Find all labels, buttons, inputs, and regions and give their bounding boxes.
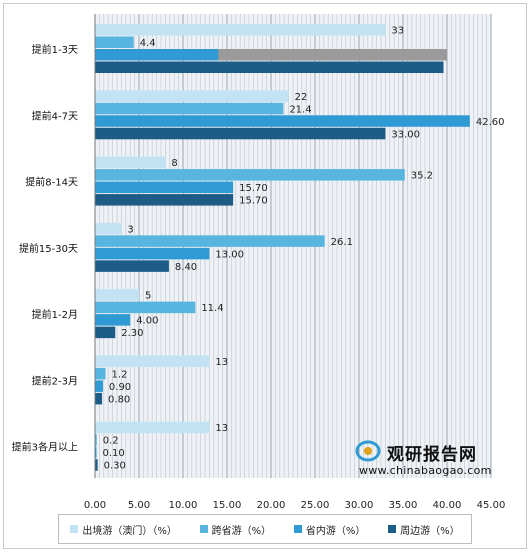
bar [95, 169, 405, 181]
data-label: 5 [145, 291, 151, 302]
legend-swatch-2 [293, 525, 302, 533]
bar [95, 102, 284, 115]
bar [95, 115, 470, 127]
data-label: 13 [215, 357, 228, 368]
bar [95, 127, 386, 140]
bar [95, 367, 106, 380]
watermark-name: 观研报告网 [387, 445, 477, 465]
bar [95, 247, 210, 260]
x-tick-label: 25.00 [301, 500, 330, 511]
watermark-logo: 观研报告网 www.chinabaogao.com [353, 440, 493, 480]
bar [95, 380, 103, 392]
legend-item-1: 跨省游（%） [199, 522, 272, 537]
data-label: 33.00 [391, 129, 420, 140]
watermark-url: www.chinabaogao.com [359, 464, 492, 477]
x-tick-label: 0.00 [84, 500, 106, 511]
data-label: 2.30 [121, 328, 143, 339]
bar [95, 314, 131, 326]
legend-label-1: 跨省游（%） [211, 525, 272, 537]
bar [95, 326, 116, 339]
x-tick-label: 40.00 [433, 500, 462, 511]
data-label: 13.00 [215, 249, 244, 260]
bar [95, 156, 166, 169]
x-tick-label: 15.00 [213, 500, 242, 511]
data-label: 0.30 [104, 461, 126, 472]
bar [95, 90, 289, 102]
bar [95, 61, 444, 73]
data-label: 42.60 [476, 117, 505, 128]
data-label: 15.70 [239, 183, 268, 194]
data-label: 35.2 [411, 171, 433, 182]
category-label: 提前15-30天 [19, 242, 78, 255]
legend: 出境游（澳门）（%） 跨省游（%） 省内游（%） 周边游（%） [58, 514, 472, 544]
bar-shadow [95, 49, 447, 61]
bar [95, 194, 234, 206]
legend-label-3: 周边游（%） [400, 525, 460, 537]
data-label: 0.90 [109, 382, 131, 393]
category-label: 提前8-14天 [25, 176, 78, 189]
legend-swatch-3 [388, 525, 397, 533]
data-label: 11.4 [201, 303, 223, 314]
x-tick-label: 10.00 [169, 500, 198, 511]
x-tick-label: 45.00 [477, 500, 506, 511]
legend-item-0: 出境游（澳门）（%） [70, 522, 177, 537]
bar [95, 459, 98, 471]
data-label: 0.10 [103, 448, 125, 459]
data-label: 0.2 [103, 436, 119, 447]
bar [95, 421, 210, 434]
data-label: 13 [215, 423, 228, 434]
logo-icon [355, 440, 381, 462]
bar [95, 434, 97, 446]
legend-swatch-0 [70, 525, 79, 533]
bar [95, 24, 386, 36]
data-label: 8 [171, 158, 177, 169]
category-label: 提前1-2月 [32, 308, 78, 321]
legend-label-2: 省内游（%） [305, 525, 366, 537]
bar [95, 289, 139, 301]
x-tick-label: 35.00 [389, 500, 418, 511]
legend-swatch-1 [199, 525, 208, 533]
data-label: 8.40 [175, 262, 197, 273]
data-label: 26.1 [331, 237, 353, 248]
x-tick-label: 20.00 [257, 500, 286, 511]
bar [95, 181, 234, 194]
legend-label-0: 出境游（澳门）（%） [82, 525, 177, 537]
legend-item-2: 省内游（%） [293, 522, 366, 537]
data-label: 0.80 [108, 394, 130, 405]
category-label: 提前4-7天 [32, 109, 78, 122]
bar [95, 446, 97, 459]
x-tick-label: 5.00 [128, 500, 150, 511]
data-label: 21.4 [289, 104, 311, 115]
bar [95, 222, 122, 235]
data-label: 22 [295, 92, 308, 103]
data-label: 3 [127, 224, 133, 235]
bar [95, 36, 134, 48]
data-label: 4.00 [136, 316, 158, 327]
data-label: 4.4 [140, 38, 156, 49]
data-label: 1.2 [112, 369, 128, 380]
legend-item-3: 周边游（%） [388, 522, 460, 537]
chart-frame [3, 3, 527, 549]
data-label: 33 [391, 26, 404, 37]
x-tick-label: 30.00 [345, 500, 374, 511]
data-label: 15.70 [239, 196, 268, 207]
category-label: 提前3各月以上 [12, 441, 78, 454]
bar [95, 355, 210, 367]
bar [95, 392, 103, 405]
category-label: 提前2-3月 [32, 374, 78, 387]
bar [95, 235, 325, 247]
category-label: 提前1-3天 [32, 43, 78, 56]
bar [95, 49, 219, 61]
bar [95, 301, 196, 314]
bar [95, 260, 169, 272]
